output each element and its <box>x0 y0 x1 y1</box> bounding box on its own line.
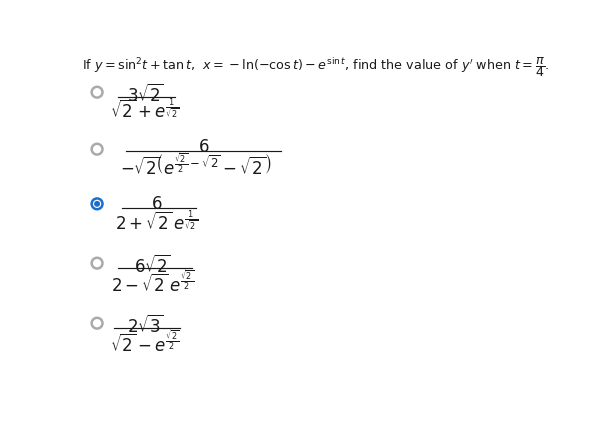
Text: $\sqrt{2}-e^{\frac{\sqrt{2}}{2}}$: $\sqrt{2}-e^{\frac{\sqrt{2}}{2}}$ <box>110 329 180 355</box>
Text: $6$: $6$ <box>198 138 209 156</box>
Text: $6$: $6$ <box>151 195 162 213</box>
Text: $2+\sqrt{2}\,e^{\frac{1}{\sqrt{2}}}$: $2+\sqrt{2}\,e^{\frac{1}{\sqrt{2}}}$ <box>115 210 198 234</box>
Text: $2-\sqrt{2}\,e^{\frac{\sqrt{2}}{2}}$: $2-\sqrt{2}\,e^{\frac{\sqrt{2}}{2}}$ <box>112 269 194 295</box>
Circle shape <box>92 318 103 329</box>
Circle shape <box>92 258 103 269</box>
Text: $\sqrt{2}+e^{\frac{1}{\sqrt{2}}}$: $\sqrt{2}+e^{\frac{1}{\sqrt{2}}}$ <box>110 98 180 123</box>
Circle shape <box>94 201 100 207</box>
Text: $2\sqrt{3}$: $2\sqrt{3}$ <box>127 315 163 337</box>
Circle shape <box>92 198 103 209</box>
Text: $-\sqrt{2}\!\left(e^{\frac{\sqrt{2}}{2}-\sqrt{2}}-\sqrt{2}\right)$: $-\sqrt{2}\!\left(e^{\frac{\sqrt{2}}{2}-… <box>120 152 271 178</box>
Circle shape <box>92 144 103 154</box>
Text: $3\sqrt{2}$: $3\sqrt{2}$ <box>127 84 163 106</box>
Text: If $y=\sin^2\!t+\tan t$,  $x=-\ln(-\cos t)-e^{\sin t}$, find the value of $y'$ w: If $y=\sin^2\!t+\tan t$, $x=-\ln(-\cos t… <box>81 55 549 79</box>
Circle shape <box>92 87 103 97</box>
Text: $6\sqrt{2}$: $6\sqrt{2}$ <box>134 254 171 277</box>
